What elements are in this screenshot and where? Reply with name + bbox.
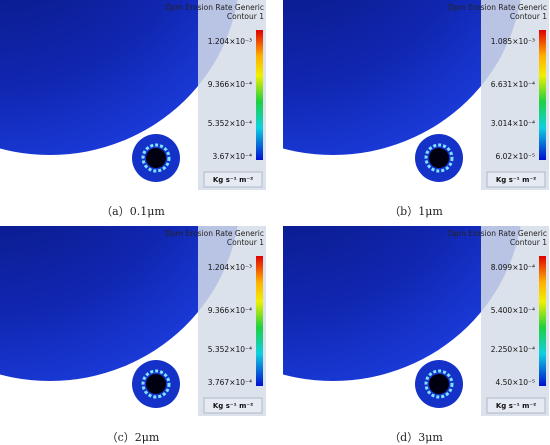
color-bar — [539, 30, 546, 160]
legend-label: 4.50×10⁻⁵ — [496, 378, 536, 387]
nozzle-ring — [424, 369, 454, 399]
nozzle-ring — [141, 369, 171, 399]
legend-subtitle: Contour 1 — [227, 238, 264, 247]
caption: （b）1μm — [389, 205, 443, 218]
unit-label: Kg s⁻¹ m⁻² — [213, 402, 253, 410]
legend-label: 8.099×10⁻⁴ — [491, 263, 535, 272]
color-bar — [256, 30, 263, 160]
nozzle-hole — [429, 148, 449, 168]
legend-label: 5.352×10⁻⁴ — [208, 119, 252, 128]
legend-title: Dpm Erosion Rate Generic — [448, 3, 547, 12]
legend-label: 3.67×10⁻⁴ — [213, 152, 253, 161]
legend-label: 1.204×10⁻³ — [208, 263, 252, 272]
legend-box — [198, 0, 266, 190]
unit-label: Kg s⁻¹ m⁻² — [213, 176, 253, 184]
vessel-body — [0, 0, 238, 155]
legend-label: 9.366×10⁻⁴ — [208, 306, 252, 315]
vessel-body — [283, 226, 521, 381]
color-bar — [539, 256, 546, 386]
nozzle-hole — [146, 148, 166, 168]
unit-box — [203, 171, 263, 188]
unit-label: Kg s⁻¹ m⁻² — [496, 402, 536, 410]
legend-label: 5.352×10⁻⁴ — [208, 345, 252, 354]
legend-subtitle: Contour 1 — [227, 12, 264, 21]
legend-subtitle: Contour 1 — [510, 12, 547, 21]
legend-box — [481, 0, 549, 190]
legend-label: 6.02×10⁻⁵ — [496, 152, 536, 161]
legend-label: 6.631×10⁻⁴ — [491, 80, 535, 89]
legend-label: 3.767×10⁻⁴ — [208, 378, 252, 387]
nozzle-hole — [146, 374, 166, 394]
nozzle-hole — [429, 374, 449, 394]
legend-subtitle: Contour 1 — [510, 238, 547, 247]
legend-label: 2.250×10⁻⁴ — [491, 345, 535, 354]
unit-box — [486, 171, 546, 188]
legend-title: Dpm Erosion Rate Generic — [165, 3, 264, 12]
nozzle-ring — [424, 143, 454, 173]
legend-label: 3.014×10⁻⁴ — [491, 119, 535, 128]
legend-box — [481, 226, 549, 416]
unit-box — [486, 397, 546, 414]
legend-label: 1.204×10⁻³ — [208, 37, 252, 46]
legend-label: 1.085×10⁻³ — [491, 37, 535, 46]
unit-box — [203, 397, 263, 414]
caption: （c）2μm — [106, 431, 160, 444]
caption: （d）3μm — [389, 431, 443, 444]
legend-title: Dpm Erosion Rate Generic — [448, 229, 547, 238]
caption: （a）0.1μm — [101, 205, 165, 218]
color-bar — [256, 256, 263, 386]
legend-title: Dpm Erosion Rate Generic — [165, 229, 264, 238]
vessel-body — [0, 226, 238, 381]
unit-label: Kg s⁻¹ m⁻² — [496, 176, 536, 184]
legend-label: 9.366×10⁻⁴ — [208, 80, 252, 89]
legend-label: 5.400×10⁻⁴ — [491, 306, 535, 315]
vessel-body — [283, 0, 521, 155]
legend-box — [198, 226, 266, 416]
nozzle-ring — [141, 143, 171, 173]
